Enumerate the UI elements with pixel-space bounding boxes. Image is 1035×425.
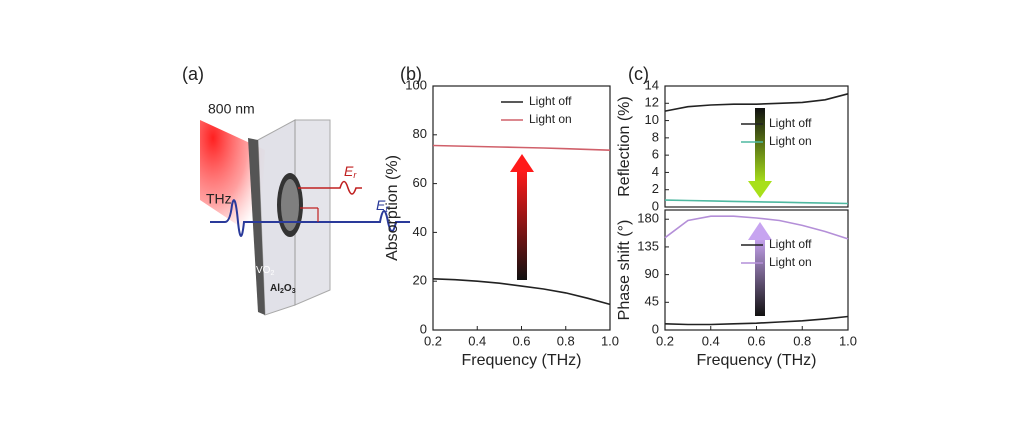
y-tick-label: 135	[637, 238, 659, 253]
y-tick-label: 40	[413, 224, 427, 239]
panel-label: (b)	[400, 64, 422, 84]
arrow-body	[755, 238, 765, 316]
y-tick-label: 180	[637, 211, 659, 226]
arrows	[510, 108, 772, 316]
y-tick-label: 100	[405, 77, 427, 92]
legend-label: Light on	[529, 112, 572, 126]
y-tick-label: 90	[645, 266, 659, 281]
reflect-path	[300, 207, 319, 222]
y-tick-label: 8	[652, 129, 659, 144]
x-tick-label: 0.4	[468, 333, 486, 348]
panel-label: (a)	[182, 64, 204, 84]
thz-wave	[210, 199, 410, 237]
legend-label: Light off	[529, 94, 572, 108]
y-tick-label: 10	[645, 112, 659, 127]
x-axis-label: Frequency (THz)	[461, 352, 581, 369]
y-tick-label: 2	[652, 181, 659, 196]
arrow-head	[510, 154, 534, 172]
legend-label: Light on	[769, 134, 812, 148]
x-tick-label: 0.2	[656, 333, 674, 348]
x-tick-label: 0.6	[747, 333, 765, 348]
y-tick-label: 4	[652, 164, 659, 179]
reflected-wave	[298, 180, 362, 195]
y-tick-label: 14	[645, 77, 659, 92]
y-axis-label: Phase shift (°)	[616, 220, 633, 321]
y-tick-label: 45	[645, 294, 659, 309]
vo2-layer	[248, 138, 265, 315]
x-tick-label: 0.4	[702, 333, 720, 348]
series-line	[432, 144, 611, 151]
y-tick-label: 0	[420, 321, 427, 336]
y-tick-label: 0	[652, 321, 659, 336]
series-line	[432, 278, 611, 306]
panel-label: (c)	[628, 64, 649, 84]
arrow-body	[517, 170, 527, 280]
pump-label: 800 nm	[208, 101, 255, 117]
thz-label: THz	[206, 191, 232, 207]
et-label: Et	[376, 197, 388, 215]
y-tick-label: 0	[652, 198, 659, 213]
metasurface-inner	[281, 179, 299, 231]
y-tick-label: 20	[413, 273, 427, 288]
x-tick-label: 0.6	[512, 333, 530, 348]
x-tick-label: 1.0	[839, 333, 857, 348]
x-axis-label: Frequency (THz)	[696, 352, 816, 369]
series-line	[664, 199, 849, 205]
x-tick-label: 0.8	[793, 333, 811, 348]
arrow-head	[748, 222, 772, 240]
series-line	[664, 315, 849, 326]
series-line	[664, 93, 849, 112]
y-axis-label: Absorption (%)	[384, 155, 401, 261]
legend-label: Light on	[769, 255, 812, 269]
series-line	[664, 215, 849, 240]
y-tick-label: 60	[413, 175, 427, 190]
y-tick-label: 6	[652, 147, 659, 162]
y-axis-label: Reflection (%)	[616, 96, 633, 196]
arrow-head	[748, 181, 772, 198]
y-tick-label: 80	[413, 126, 427, 141]
legend-label: Light off	[769, 116, 812, 130]
plot-frame	[664, 85, 849, 208]
er-label: Er	[344, 163, 357, 181]
arrow-body	[755, 108, 765, 183]
x-tick-label: 0.8	[557, 333, 575, 348]
device-diagram	[200, 119, 410, 316]
x-tick-label: 1.0	[601, 333, 619, 348]
y-tick-label: 12	[645, 95, 659, 110]
vo2-label: VO2	[256, 265, 274, 277]
x-tick-label: 0.2	[424, 333, 442, 348]
al2o3-label: Al2O3	[270, 283, 296, 295]
legend-label: Light off	[769, 237, 812, 251]
